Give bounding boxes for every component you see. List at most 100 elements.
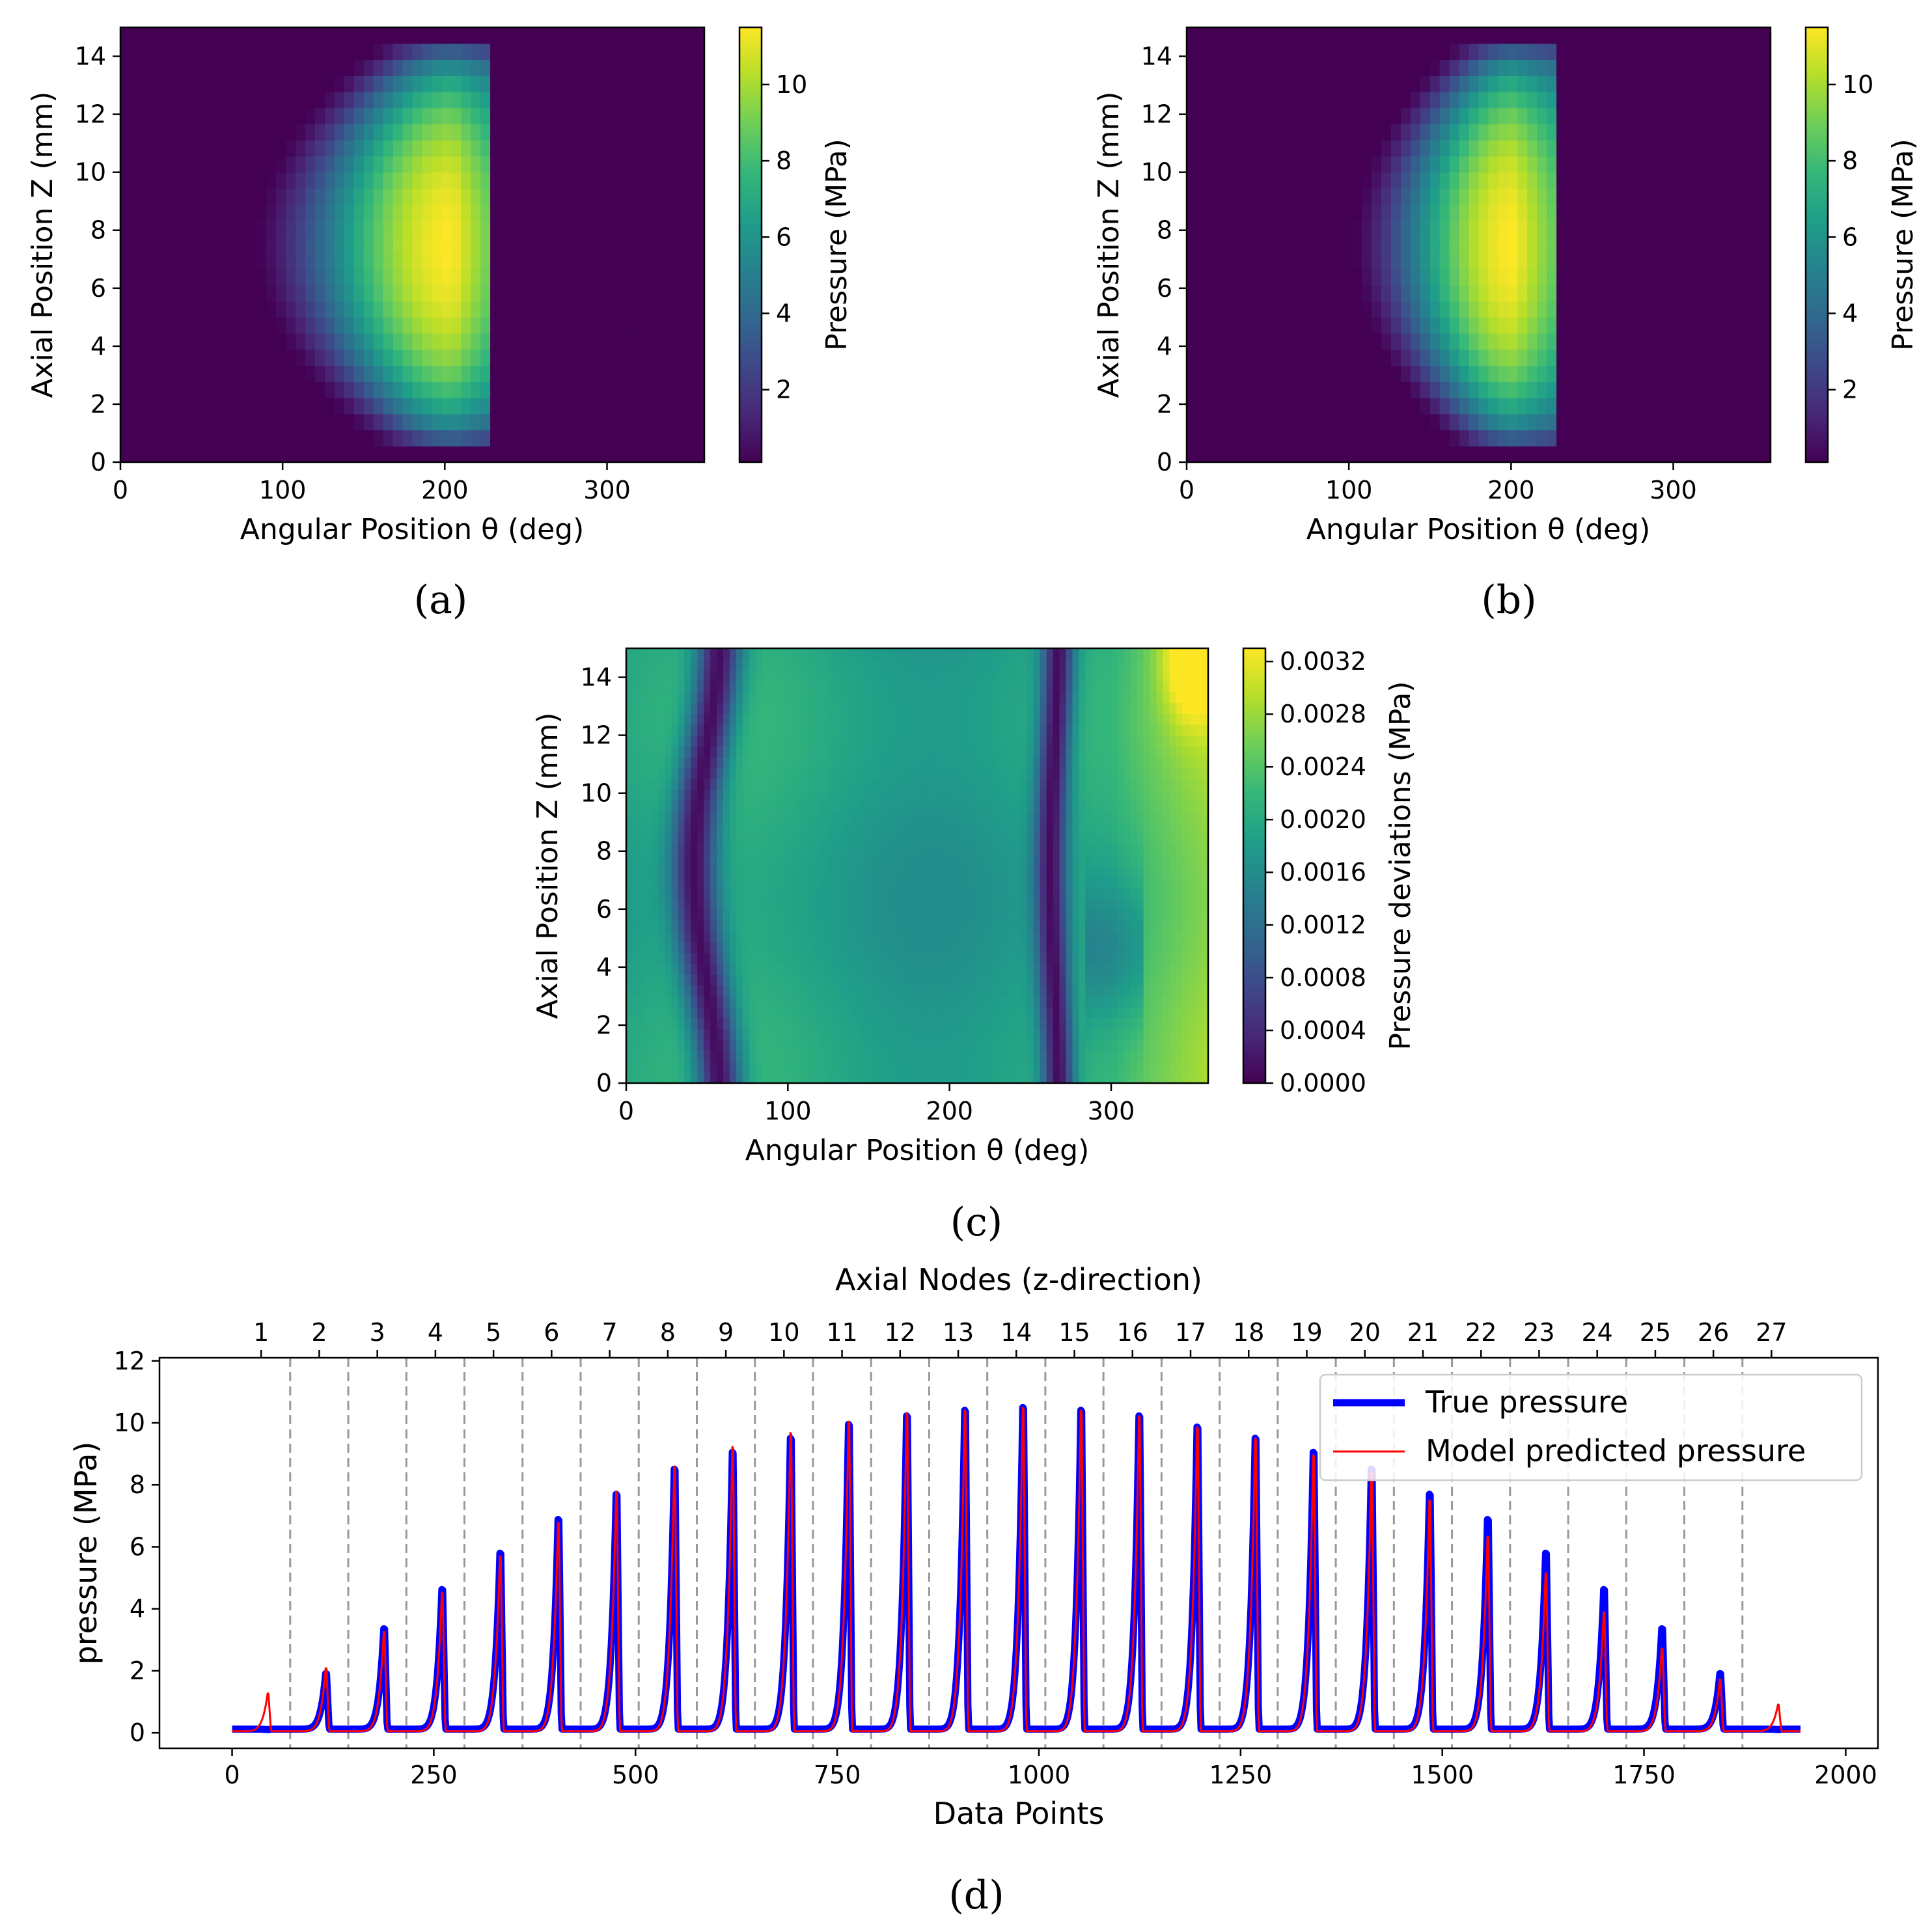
heatmap-cell: [852, 1007, 860, 1019]
heatmap-cell: [1595, 172, 1606, 189]
heatmap-cell: [839, 670, 847, 681]
heatmap-cell: [208, 317, 219, 334]
heatmap-cell: [1313, 140, 1323, 157]
heatmap-cell: [658, 963, 666, 975]
heatmap-cell: [794, 974, 801, 986]
heatmap-cell: [697, 844, 704, 855]
heatmap-cell: [1702, 107, 1713, 125]
heatmap-cell: [1342, 398, 1353, 415]
heatmap-cell: [1673, 253, 1684, 269]
heatmap-cell: [1576, 27, 1586, 44]
heatmap-cell: [807, 898, 814, 910]
heatmap-cell: [1585, 156, 1596, 173]
heatmap-cell: [826, 746, 834, 758]
heatmap-cell: [1634, 204, 1645, 221]
heatmap-cell: [1614, 188, 1625, 205]
heatmap-cell: [286, 446, 296, 463]
heatmap-cell: [1547, 413, 1557, 431]
heatmap-cell: [1420, 253, 1431, 269]
heatmap-cell: [1702, 220, 1713, 238]
heatmap-cell: [691, 822, 698, 834]
heatmap-cell: [1410, 365, 1421, 382]
heatmap-cell: [227, 236, 238, 253]
heatmap-cell: [658, 1050, 666, 1062]
heatmap-cell: [412, 269, 423, 286]
heatmap-cell: [1323, 91, 1333, 109]
heatmap-cell: [296, 381, 306, 398]
heatmap-cell: [807, 822, 814, 834]
heatmap-cell: [1293, 220, 1304, 238]
heatmap-cell: [373, 236, 384, 253]
heatmap-cell: [1605, 413, 1616, 431]
heatmap-cell: [695, 43, 705, 61]
heatmap-cell: [490, 413, 501, 431]
heatmap-cell: [1420, 76, 1431, 92]
heatmap-cell: [344, 188, 355, 205]
heatmap-cell: [1741, 172, 1752, 189]
heatmap-cell: [1595, 27, 1606, 44]
heatmap-cell: [695, 76, 705, 92]
heatmap-cell: [762, 985, 769, 997]
heatmap-cell: [1673, 140, 1684, 157]
heatmap-cell: [723, 681, 730, 693]
heatmap-cell: [1556, 220, 1567, 238]
heatmap-cell: [872, 931, 879, 942]
heatmap-cell: [130, 398, 141, 415]
heatmap-cell: [675, 27, 685, 44]
heatmap-cell: [1761, 124, 1771, 141]
heatmap-cell: [1284, 430, 1295, 447]
heatmap-cell: [665, 931, 672, 942]
heatmap-cell: [393, 220, 404, 238]
heatmap-cell: [723, 713, 730, 725]
heatmap-cell: [665, 1028, 672, 1040]
heatmap-cell: [684, 778, 691, 790]
heatmap-cell: [675, 446, 685, 463]
heatmap-cell: [461, 59, 471, 76]
heatmap-cell: [794, 941, 801, 954]
heatmap-cell: [422, 220, 432, 238]
heatmap-cell: [149, 107, 160, 125]
heatmap-cell: [736, 659, 743, 670]
heatmap-cell: [749, 659, 756, 670]
heatmap-cell: [490, 107, 501, 125]
heatmap-cell: [1595, 124, 1606, 141]
heatmap-cell: [1390, 124, 1401, 141]
heatmap-cell: [697, 832, 704, 845]
heatmap-cell: [1410, 140, 1421, 157]
heatmap-cell: [859, 822, 866, 834]
heatmap-cell: [1508, 188, 1518, 205]
heatmap-cell: [227, 107, 238, 125]
heatmap-cell: [324, 284, 335, 302]
heatmap-cell: [1323, 236, 1333, 253]
heatmap-cell: [729, 1050, 737, 1062]
heatmap-cell: [729, 866, 737, 877]
heatmap-cell: [1459, 91, 1470, 109]
heatmap-cell: [1254, 253, 1265, 269]
heatmap-cell: [286, 140, 296, 157]
heatmap-cell: [393, 284, 404, 302]
heatmap-cell: [519, 43, 530, 61]
heatmap-cell: [697, 790, 704, 801]
heatmap-cell: [678, 1050, 685, 1062]
heatmap-cell: [736, 1007, 743, 1019]
heatmap-cell: [704, 757, 711, 769]
heatmap-cell: [1498, 124, 1508, 141]
heatmap-cell: [412, 253, 423, 269]
heatmap-cell: [1215, 284, 1226, 302]
heatmap-cell: [1274, 107, 1285, 125]
heatmap-cell: [684, 996, 691, 1008]
heatmap-cell: [353, 27, 365, 44]
heatmap-cell: [1556, 43, 1567, 61]
heatmap-cell: [1556, 349, 1567, 366]
heatmap-cell: [1420, 124, 1431, 141]
heatmap-cell: [710, 985, 717, 997]
x-tick-label: 200: [421, 476, 469, 504]
heatmap-cell: [1508, 156, 1518, 173]
heatmap-cell: [334, 107, 345, 125]
heatmap-cell: [169, 76, 180, 92]
heatmap-cell: [373, 140, 384, 157]
heatmap-cell: [500, 43, 510, 61]
heatmap-cell: [266, 269, 277, 286]
heatmap-cell: [353, 204, 365, 221]
heatmap-cell: [1517, 188, 1528, 205]
